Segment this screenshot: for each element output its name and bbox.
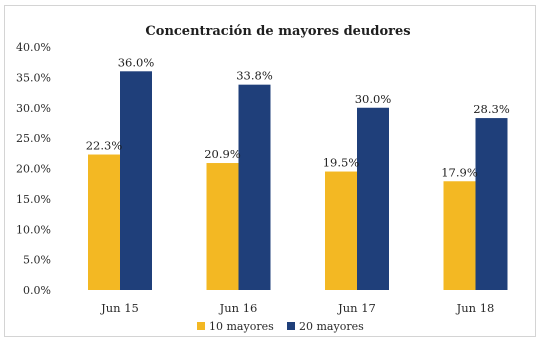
- legend-swatch-20-mayores: [287, 322, 295, 330]
- data-label: 36.0%: [118, 55, 155, 69]
- bar-20-mayores-jun-17: [357, 107, 389, 290]
- chart-title: Concentración de mayores deudores: [145, 24, 410, 39]
- data-label: 28.3%: [473, 102, 510, 116]
- legend-label-20-mayores: 20 mayores: [299, 320, 364, 333]
- y-tick-label: 40.0%: [16, 41, 51, 54]
- x-category-label: Jun 16: [219, 301, 258, 315]
- x-category-label: Jun 17: [337, 301, 376, 315]
- data-label: 17.9%: [441, 165, 478, 179]
- x-axis: Jun 15 Jun 16 Jun 17 Jun 18: [100, 301, 494, 315]
- data-label: 20.9%: [204, 147, 241, 161]
- y-tick-label: 0.0%: [23, 284, 51, 297]
- data-label: 19.5%: [323, 156, 360, 170]
- legend: 10 mayores 20 mayores: [197, 320, 364, 333]
- bar-labels: 22.3% 36.0% 20.9% 33.8% 19.5% 30.0% 17.9% 28.3%: [86, 55, 510, 179]
- data-label: 22.3%: [86, 139, 123, 153]
- y-tick-label: 20.0%: [16, 163, 51, 176]
- bar-10-mayores-jun-15: [88, 154, 120, 290]
- bar-20-mayores-jun-16: [238, 84, 271, 290]
- bar-20-mayores-jun-18: [475, 118, 508, 290]
- y-tick-label: 5.0%: [23, 254, 51, 267]
- bar-10-mayores-jun-17: [325, 171, 357, 290]
- y-axis: 0.0% 5.0% 10.0% 15.0% 20.0% 25.0% 30.0% 35.0% 40…: [16, 41, 51, 297]
- legend-label-10-mayores: 10 mayores: [209, 320, 274, 333]
- bar-10-mayores-jun-16: [206, 163, 239, 290]
- bar-10-mayores-jun-18: [443, 181, 476, 290]
- y-tick-label: 25.0%: [16, 132, 51, 145]
- data-label: 30.0%: [355, 92, 392, 106]
- y-tick-label: 10.0%: [16, 223, 51, 236]
- data-label: 33.8%: [236, 69, 273, 83]
- x-category-label: Jun 18: [456, 301, 495, 315]
- y-tick-label: 30.0%: [16, 102, 51, 115]
- x-category-label: Jun 15: [100, 301, 139, 315]
- bars: [88, 71, 508, 290]
- y-tick-label: 15.0%: [16, 193, 51, 206]
- legend-swatch-10-mayores: [197, 322, 205, 330]
- y-tick-label: 35.0%: [16, 71, 51, 84]
- bar-20-mayores-jun-15: [120, 71, 152, 290]
